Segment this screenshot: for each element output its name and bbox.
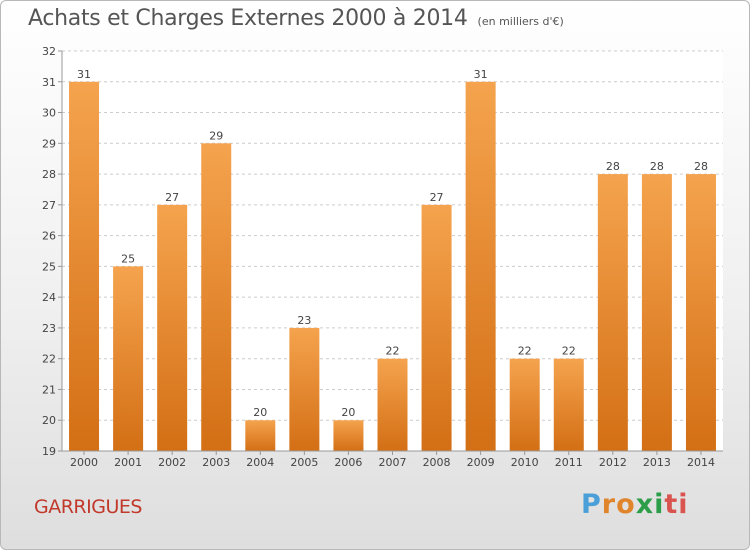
data-label: 31 (77, 68, 91, 81)
data-label: 20 (253, 406, 267, 419)
bar (597, 174, 628, 452)
y-tick-label: 26 (42, 230, 56, 243)
bar (465, 81, 496, 452)
y-tick-label: 32 (42, 45, 56, 58)
data-label: 27 (165, 191, 179, 204)
bar (157, 204, 188, 451)
y-tick-label: 31 (42, 76, 56, 89)
x-tick-label: 2013 (643, 456, 671, 469)
bar (69, 81, 100, 452)
logo-letter: x (635, 489, 655, 520)
x-tick-label: 2003 (202, 456, 230, 469)
logo-letter: i (654, 489, 665, 520)
y-tick-label: 21 (42, 383, 56, 396)
proxiti-logo: Proxiti (581, 489, 689, 520)
y-tick-label: 19 (42, 445, 56, 458)
data-label: 28 (694, 160, 708, 173)
x-tick-label: 2010 (511, 456, 539, 469)
bar (509, 358, 540, 451)
x-tick-label: 2014 (687, 456, 715, 469)
logo-letter: P (581, 489, 602, 520)
data-label: 23 (297, 314, 311, 327)
y-tick-label: 28 (42, 168, 56, 181)
chart-unit: (en milliers d'€) (477, 15, 564, 28)
data-label: 29 (209, 129, 223, 142)
y-tick-label: 27 (42, 199, 56, 212)
y-tick-label: 23 (42, 322, 56, 335)
bar (201, 143, 232, 452)
logo-letter: r (601, 489, 617, 520)
y-tick-label: 22 (42, 353, 56, 366)
data-label: 28 (606, 160, 620, 173)
bar (289, 327, 320, 451)
chart-title: Achats et Charges Externes 2000 à 2014 (e… (28, 6, 564, 31)
y-tick-label: 30 (42, 107, 56, 120)
y-tick-label: 20 (42, 414, 56, 427)
x-tick-label: 2002 (158, 456, 186, 469)
x-tick-label: 2012 (599, 456, 627, 469)
x-tick-label: 2000 (70, 456, 98, 469)
data-label: 27 (430, 191, 444, 204)
x-tick-label: 2008 (423, 456, 451, 469)
data-label: 20 (341, 406, 355, 419)
bar (685, 174, 716, 452)
y-tick-label: 29 (42, 137, 56, 150)
x-tick-label: 2006 (334, 456, 362, 469)
data-label: 22 (562, 345, 576, 358)
logo-letter: t (664, 489, 679, 520)
x-tick-label: 2005 (290, 456, 318, 469)
bar (553, 358, 584, 451)
x-tick-label: 2011 (555, 456, 583, 469)
x-tick-label: 2004 (246, 456, 274, 469)
logo-letter: i (678, 489, 689, 520)
bars (69, 81, 716, 452)
x-tick-label: 2009 (467, 456, 495, 469)
bar (377, 358, 408, 451)
data-label: 28 (650, 160, 664, 173)
bar (641, 174, 672, 452)
bar (245, 420, 276, 451)
data-label: 22 (386, 345, 400, 358)
chart-title-text: Achats et Charges Externes 2000 à 2014 (28, 6, 468, 31)
data-label: 25 (121, 252, 135, 265)
bar (333, 420, 364, 451)
bar (113, 266, 144, 451)
data-label: 22 (518, 345, 532, 358)
y-tick-label: 25 (42, 260, 56, 273)
labels: 19 20 21 22 23 24 25 26 27 28 29 30 31 32 31 2000 25 2001… (42, 45, 715, 469)
commune-name: GARRIGUES (34, 496, 142, 518)
data-label: 31 (474, 68, 488, 81)
y-tick-label: 24 (42, 291, 56, 304)
x-tick-label: 2001 (114, 456, 142, 469)
bar (421, 204, 452, 451)
logo-letter: o (616, 489, 636, 520)
x-tick-label: 2007 (379, 456, 407, 469)
